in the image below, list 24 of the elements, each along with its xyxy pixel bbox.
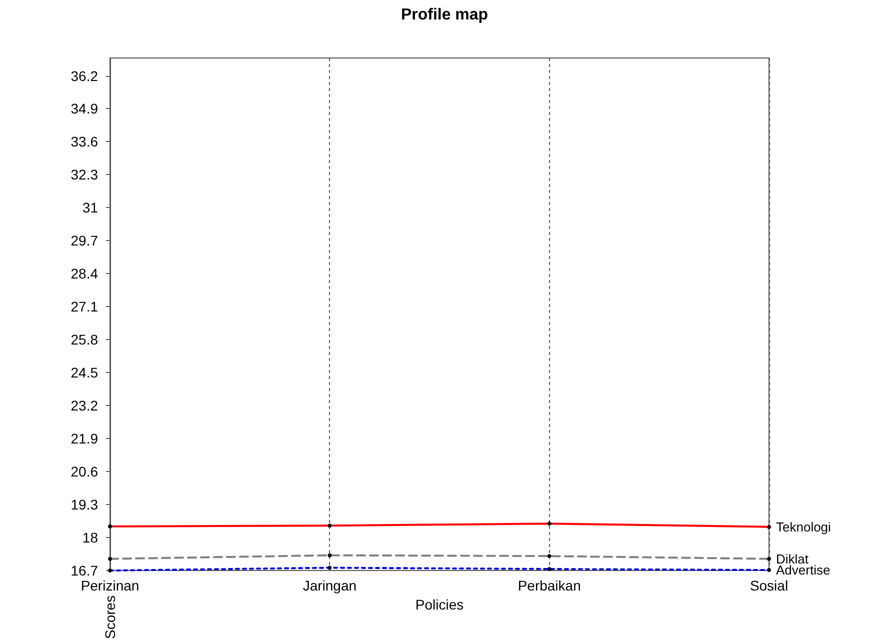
y-tick-label: 31 [82,200,98,216]
x-tick-label: Perizinan [80,578,140,594]
y-tick-label: 36.2 [70,68,98,84]
y-tick-label: 20.6 [70,464,98,480]
y-tick-label: 23.2 [70,398,98,414]
y-tick-label: 34.9 [70,100,98,117]
y-tick-label: 24.5 [70,364,98,381]
series-label: Teknologi [776,519,832,534]
y-tick-label: 28.4 [70,266,98,282]
y-tick-label: 32.3 [70,166,98,183]
x-tick-label: Perbaikan [518,578,581,594]
y-axis-title: Scores [102,595,118,639]
x-axis-title: Policies [415,596,464,612]
y-tick-label: 27.1 [70,298,98,315]
x-tick-label: Sosial [750,578,788,594]
y-tick-label: 18 [82,530,98,546]
chart-title: Profile map [400,6,488,24]
y-tick-label: 19.3 [70,496,98,513]
y-tick-label: 16.7 [70,562,98,579]
y-tick-label: 29.7 [70,232,98,249]
y-tick-label: 21.9 [70,430,98,447]
x-tick-label: Jaringan [302,578,357,594]
y-tick-label: 25.8 [70,332,98,348]
y-tick-label: 33.6 [70,134,98,150]
